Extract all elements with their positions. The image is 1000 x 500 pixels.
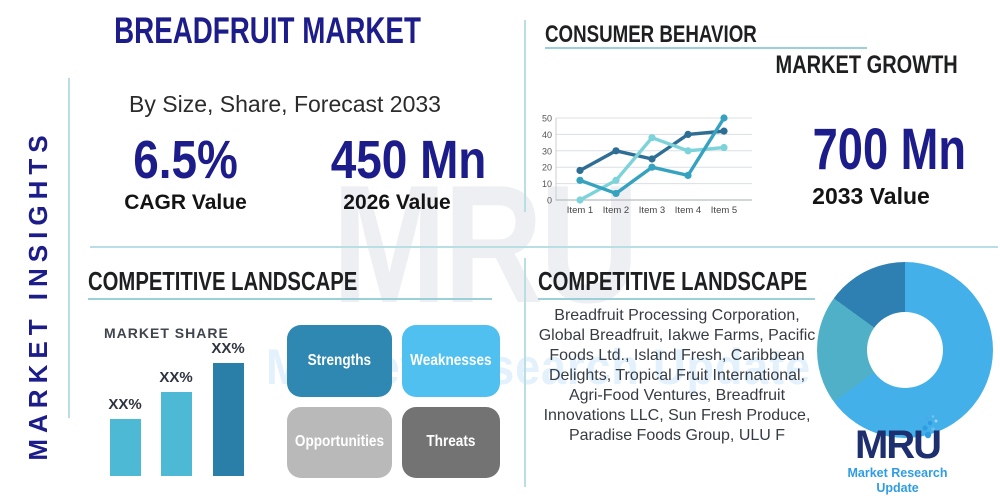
horizontal-divider <box>90 246 998 248</box>
base-value: 450 Mn <box>330 130 487 190</box>
svg-text:40: 40 <box>542 130 552 140</box>
mru-logo-tagline: Market Research Update <box>847 466 948 495</box>
swot-threats-card: Threats <box>401 406 500 478</box>
svg-text:50: 50 <box>542 114 552 124</box>
company-share-donut-chart <box>817 262 993 438</box>
splash-icon <box>920 415 938 439</box>
section-heading-consumer-behavior: CONSUMER BEHAVIOR <box>545 21 757 48</box>
market-share-bar-chart: XX% XX% XX% <box>85 336 265 476</box>
svg-text:Item 3: Item 3 <box>639 205 665 216</box>
cagr-label: CAGR Value <box>124 191 247 214</box>
swot-opportunities-card: Opportunities <box>287 406 392 478</box>
stat-cagr: 6.5% CAGR Value <box>103 132 268 218</box>
competitive-landscape-left-underline <box>88 298 492 300</box>
svg-text:Item 4: Item 4 <box>675 205 701 216</box>
stat-2033-value: 700 Mn 2033 Value <box>791 117 967 212</box>
mru-logo: MRU Market Research Update <box>825 424 970 496</box>
vertical-divider-bottom <box>524 258 526 487</box>
swot-strengths-card: Strengths <box>287 325 392 397</box>
stat-2026-value: 450 Mn 2026 Value <box>317 130 487 218</box>
svg-text:Item 1: Item 1 <box>567 205 593 216</box>
swot-grid: Strengths Weaknesses Opportunities Threa… <box>287 325 500 478</box>
market-share-bar <box>110 419 141 476</box>
forecast-label: 2033 Value <box>812 183 930 209</box>
bar-value-label: XX% <box>159 369 193 386</box>
market-share-bar <box>161 392 192 476</box>
swot-opportunities-label: Opportunities <box>294 433 385 451</box>
swot-weaknesses-label: Weaknesses <box>410 351 492 369</box>
market-share-label: MARKET SHARE <box>104 325 229 341</box>
bar-value-label: XX% <box>211 340 245 357</box>
watermark-mru-text: MRU <box>332 150 639 338</box>
section-heading-competitive-landscape-right: COMPETITIVE LANDSCAPE <box>538 266 808 296</box>
market-share-bar <box>213 363 244 476</box>
mru-logo-text: MRU <box>854 423 942 467</box>
section-heading-competitive-landscape-left: COMPETITIVE LANDSCAPE <box>88 266 358 296</box>
page-title: BREADFRUIT MARKET <box>114 10 421 51</box>
left-rail-divider <box>68 78 70 418</box>
forecast-value: 700 Mn <box>812 117 967 182</box>
donut-hole <box>867 312 943 388</box>
page-subtitle: By Size, Share, Forecast 2033 <box>129 91 441 117</box>
competitive-landscape-right-underline <box>538 298 815 300</box>
bar-value-label: XX% <box>108 396 142 413</box>
vertical-market-insights-label: MARKET INSIGHTS <box>23 129 53 461</box>
swot-strengths-label: Strengths <box>307 351 372 369</box>
svg-text:10: 10 <box>542 179 552 189</box>
swot-weaknesses-card: Weaknesses <box>401 325 500 397</box>
svg-text:30: 30 <box>542 146 552 156</box>
company-list-text: Breadfruit Processing Corporation, Globa… <box>538 307 816 444</box>
svg-text:20: 20 <box>542 163 552 173</box>
swot-threats-label: Threats <box>426 433 476 451</box>
svg-text:Item 5: Item 5 <box>711 205 737 216</box>
base-label: 2026 Value <box>343 191 451 214</box>
svg-text:Item 2: Item 2 <box>603 205 629 216</box>
consumer-behavior-line-chart: 0 10 20 30 40 50 Item 1 Item 2 Item 3 Item 4 Item … <box>542 114 752 216</box>
vertical-divider-top <box>524 20 526 212</box>
cagr-value: 6.5% <box>133 130 238 190</box>
section-heading-market-growth: MARKET GROWTH <box>775 51 958 79</box>
svg-text:0: 0 <box>547 196 552 206</box>
consumer-behavior-underline <box>545 47 867 49</box>
